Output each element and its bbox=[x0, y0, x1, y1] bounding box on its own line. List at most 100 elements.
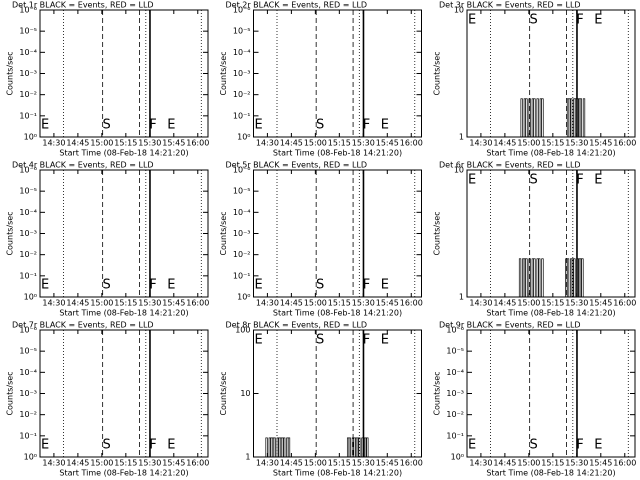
y-tick-label: 10⁻³ bbox=[19, 69, 37, 78]
y-tick-label: 10⁰ bbox=[24, 293, 37, 302]
y-axis-label: Counts/sec bbox=[433, 51, 442, 95]
x-tick-label: 15:45 bbox=[376, 459, 399, 468]
event-label: S bbox=[530, 173, 538, 188]
y-tick-label: 1 bbox=[245, 453, 250, 462]
x-tick-label: 14:45 bbox=[493, 299, 516, 308]
x-tick-label: 15:00 bbox=[517, 139, 540, 148]
y-tick-label: 10⁻⁵ bbox=[446, 347, 464, 356]
y-tick-label: 10 bbox=[454, 166, 464, 175]
count-bin bbox=[538, 258, 541, 298]
x-tick-label: 15:30 bbox=[138, 299, 161, 308]
count-bin bbox=[541, 258, 544, 298]
y-tick-label: 10⁻³ bbox=[233, 69, 251, 78]
y-tick-label: 10⁻³ bbox=[19, 389, 37, 398]
x-tick-label: 14:45 bbox=[280, 459, 303, 468]
event-label: E bbox=[41, 278, 49, 293]
y-tick-label: 1 bbox=[459, 133, 464, 142]
x-tick-label: 14:45 bbox=[280, 299, 303, 308]
x-tick-label: 15:30 bbox=[352, 139, 375, 148]
x-tick-label: 15:45 bbox=[589, 139, 612, 148]
y-tick-label: 10⁻⁵ bbox=[233, 27, 251, 36]
event-label: S bbox=[103, 438, 111, 453]
count-bin bbox=[570, 98, 573, 138]
y-tick-label: 10⁻⁴ bbox=[446, 368, 464, 377]
y-tick-label: 10⁻⁵ bbox=[19, 187, 37, 196]
count-bin bbox=[581, 258, 584, 298]
plot-frame bbox=[39, 169, 209, 298]
panel-title: Det 5r BLACK = Events, RED = LLD bbox=[226, 161, 368, 170]
y-tick-label: 10⁻¹ bbox=[19, 111, 37, 120]
x-tick-label: 15:45 bbox=[376, 299, 399, 308]
x-tick-label: 14:45 bbox=[66, 139, 89, 148]
x-tick-label: 15:00 bbox=[517, 459, 540, 468]
plot-frame bbox=[466, 9, 636, 138]
event-label: E bbox=[255, 333, 263, 348]
x-tick-label: 15:15 bbox=[114, 299, 137, 308]
event-label: S bbox=[103, 118, 111, 133]
count-bin bbox=[348, 437, 351, 458]
plot-frame bbox=[39, 329, 209, 458]
x-tick-label: 15:30 bbox=[565, 299, 588, 308]
panel-title: Det 9r BLACK = Events, RED = LLD bbox=[439, 321, 581, 330]
count-bin bbox=[525, 258, 528, 298]
panel-title: Det 1r BLACK = Events, RED = LLD bbox=[12, 1, 154, 10]
x-tick-label: 15:00 bbox=[304, 299, 327, 308]
x-tick-label: 14:30 bbox=[256, 299, 279, 308]
y-tick-label: 10⁻¹ bbox=[19, 271, 37, 280]
event-label: F bbox=[363, 278, 370, 293]
plot-frame bbox=[466, 169, 636, 298]
y-tick-label: 10⁻² bbox=[233, 90, 251, 99]
x-tick-label: 15:45 bbox=[162, 459, 185, 468]
y-tick-label: 10⁻¹ bbox=[233, 111, 251, 120]
panel: Det 4r BLACK = Events, RED = LLD Counts/s… bbox=[6, 161, 210, 318]
event-label: F bbox=[363, 333, 370, 348]
panel-title: Det 2r BLACK = Events, RED = LLD bbox=[226, 1, 368, 10]
x-tick-label: 14:45 bbox=[493, 139, 516, 148]
x-tick-label: 15:30 bbox=[565, 459, 588, 468]
y-tick-label: 10⁰ bbox=[237, 133, 250, 142]
x-tick-label: 15:45 bbox=[162, 139, 185, 148]
event-label: E bbox=[468, 173, 476, 188]
event-label: S bbox=[316, 278, 324, 293]
count-bin bbox=[566, 258, 570, 298]
x-axis-label: Start Time (08-Feb-18 14:21:20) bbox=[486, 149, 615, 158]
y-tick-label: 10⁻⁶ bbox=[446, 326, 464, 335]
panel: Det 5r BLACK = Events, RED = LLD Counts/s… bbox=[219, 161, 423, 318]
x-tick-label: 16:00 bbox=[400, 139, 423, 148]
event-label: E bbox=[255, 118, 263, 133]
x-tick-label: 16:00 bbox=[186, 139, 209, 148]
y-tick-label: 10⁻⁶ bbox=[233, 166, 251, 175]
x-tick-label: 15:30 bbox=[565, 139, 588, 148]
event-label: E bbox=[167, 278, 175, 293]
x-tick-label: 16:00 bbox=[400, 299, 423, 308]
y-tick-label: 10⁰ bbox=[24, 133, 37, 142]
y-axis-label: Counts/sec bbox=[219, 371, 228, 415]
panel-title: Det 4r BLACK = Events, RED = LLD bbox=[12, 161, 154, 170]
count-bin bbox=[582, 98, 586, 138]
y-tick-label: 10⁻² bbox=[19, 250, 37, 259]
x-tick-label: 16:00 bbox=[186, 299, 209, 308]
x-axis-label: Start Time (08-Feb-18 14:21:20) bbox=[273, 149, 402, 158]
y-tick-label: 10 bbox=[240, 389, 250, 398]
event-label: E bbox=[381, 278, 389, 293]
plot-frame bbox=[466, 329, 636, 458]
y-tick-label: 10⁻¹ bbox=[446, 431, 464, 440]
y-tick-label: 10⁻² bbox=[19, 410, 37, 419]
y-tick-label: 10⁻⁵ bbox=[233, 187, 251, 196]
event-label: E bbox=[255, 278, 263, 293]
y-axis-label: Counts/sec bbox=[6, 371, 15, 415]
y-axis-label: Counts/sec bbox=[433, 371, 442, 415]
y-tick-label: 10⁰ bbox=[24, 453, 37, 462]
x-tick-label: 16:00 bbox=[613, 139, 636, 148]
y-tick-label: 10⁻² bbox=[446, 410, 464, 419]
panel-title: Det 6r BLACK = Events, RED = LLD bbox=[439, 161, 581, 170]
panel-title: Det 3r BLACK = Events, RED = LLD bbox=[439, 1, 581, 10]
x-axis-label: Start Time (08-Feb-18 14:21:20) bbox=[59, 469, 188, 478]
plot-frame bbox=[253, 169, 422, 298]
count-bin bbox=[533, 98, 536, 138]
count-bin bbox=[520, 98, 523, 138]
y-tick-label: 10⁻² bbox=[233, 250, 251, 259]
y-tick-label: 10⁻⁴ bbox=[19, 208, 37, 217]
x-axis-label: Start Time (08-Feb-18 14:21:20) bbox=[59, 309, 188, 318]
